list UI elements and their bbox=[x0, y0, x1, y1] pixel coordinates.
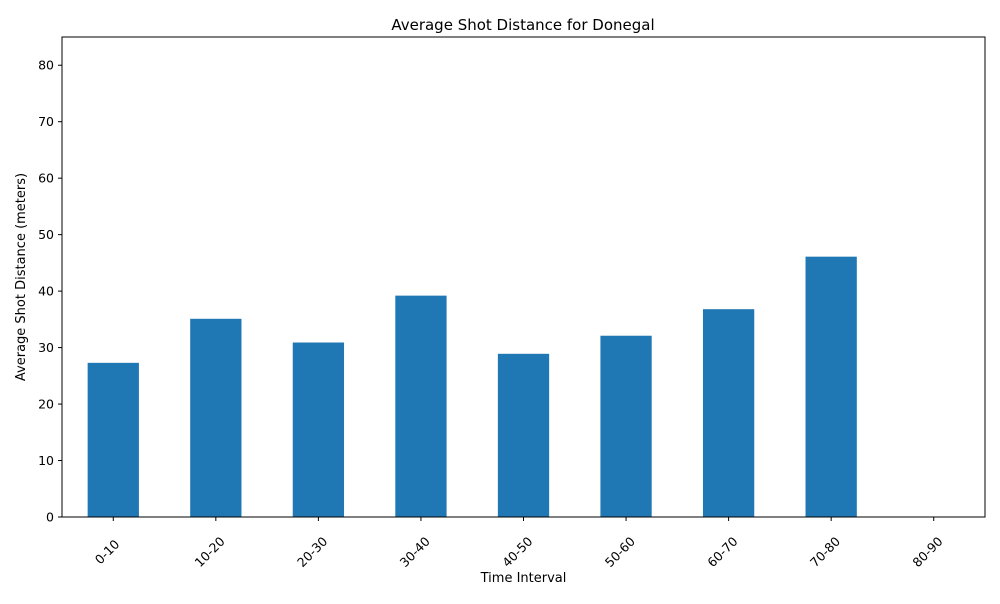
chart-title: Average Shot Distance for Donegal bbox=[391, 16, 654, 34]
x-tick-label: 50-60 bbox=[602, 534, 638, 570]
bar-70-80 bbox=[805, 256, 857, 517]
y-tick-label: 50 bbox=[38, 227, 54, 242]
y-tick-label: 20 bbox=[38, 397, 54, 412]
bar-40-50 bbox=[497, 353, 550, 517]
x-tick-label: 10-20 bbox=[192, 534, 228, 570]
y-tick-label: 0 bbox=[46, 510, 54, 525]
bar-20-30 bbox=[292, 342, 345, 517]
bar-60-70 bbox=[702, 309, 755, 517]
x-axis-label: Time Interval bbox=[480, 571, 567, 586]
x-tick-label: 80-90 bbox=[909, 534, 945, 570]
bar-50-60 bbox=[600, 335, 652, 517]
y-tick-label: 30 bbox=[38, 340, 54, 355]
y-tick-label: 60 bbox=[38, 171, 54, 186]
bars-group bbox=[87, 256, 857, 517]
bar-0-10 bbox=[87, 362, 139, 517]
x-tick-label: 20-30 bbox=[294, 534, 330, 570]
bar-10-20 bbox=[190, 318, 242, 517]
x-tick-label: 60-70 bbox=[704, 534, 740, 570]
x-tick-label: 0-10 bbox=[92, 536, 123, 567]
bar-30-40 bbox=[395, 295, 447, 517]
x-tick-label: 40-50 bbox=[499, 534, 535, 570]
y-tick-label: 70 bbox=[38, 114, 54, 129]
y-axis-ticks: 0 10 20 30 40 50 60 70 80 bbox=[38, 58, 62, 525]
y-tick-label: 40 bbox=[38, 284, 54, 299]
x-tick-label: 70-80 bbox=[807, 534, 843, 570]
y-tick-label: 80 bbox=[38, 58, 54, 73]
plot-frame bbox=[61, 36, 986, 518]
y-axis-label: Average Shot Distance (meters) bbox=[14, 173, 29, 381]
x-axis-ticks: 0-10 10-20 20-30 30-40 40-50 50-60 60-70 70-80 8… bbox=[92, 517, 946, 570]
y-tick-label: 10 bbox=[38, 453, 54, 468]
x-tick-label: 30-40 bbox=[397, 534, 433, 570]
